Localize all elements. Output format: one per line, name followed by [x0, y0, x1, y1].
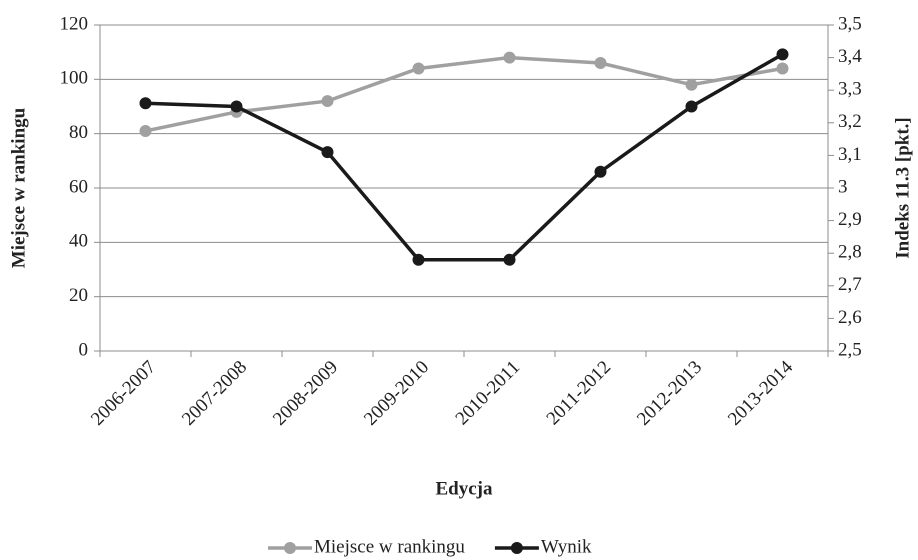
- x-tick-label: 2007-2008: [178, 357, 251, 430]
- data-point: [503, 51, 516, 64]
- data-point: [321, 95, 334, 108]
- y-tick-label: 80: [69, 122, 88, 143]
- y-tick-label: 120: [60, 13, 89, 34]
- y2-tick-label: 3,5: [838, 13, 862, 34]
- y2-tick-label: 2,8: [838, 242, 862, 263]
- data-point: [685, 78, 698, 91]
- data-point: [139, 97, 152, 110]
- data-point: [594, 165, 607, 178]
- y2-tick-label: 3,2: [838, 111, 862, 132]
- series-line: [145, 52, 784, 262]
- x-tick-label: 2012-2013: [633, 357, 706, 430]
- legend-marker: [284, 542, 296, 554]
- x-tick-label: 2008-2009: [269, 357, 342, 430]
- series-line: [145, 55, 783, 133]
- data-point: [685, 100, 698, 113]
- data-point: [412, 253, 425, 266]
- data-point: [776, 48, 789, 61]
- y2-tick-label: 2,9: [838, 209, 862, 230]
- data-point: [776, 62, 789, 75]
- x-tick-label: 2011-2012: [543, 357, 616, 430]
- data-point: [503, 253, 516, 266]
- y-tick-label: 60: [69, 176, 88, 197]
- y-tick-label: 20: [69, 285, 88, 306]
- y-axis-title: Miejsce w rankingu: [8, 107, 29, 268]
- y-tick-label: 0: [79, 339, 89, 360]
- y2-tick-label: 3: [838, 176, 848, 197]
- y-tick-label: 100: [60, 68, 89, 89]
- x-tick-label: 2013-2014: [724, 356, 797, 429]
- x-tick-label: 2010-2011: [452, 357, 525, 430]
- legend-label: Wynik: [541, 536, 592, 557]
- x-tick-label: 2009-2010: [360, 357, 433, 430]
- data-point: [321, 146, 334, 159]
- legend-label: Miejsce w rankingu: [314, 536, 465, 557]
- y2-axis-title: Indeks 11.3 [pkt.]: [892, 117, 913, 259]
- y2-tick-label: 3,4: [838, 46, 862, 67]
- x-tick-label: 2006-2007: [87, 357, 160, 430]
- y2-tick-label: 2,5: [838, 339, 862, 360]
- data-point: [594, 57, 607, 70]
- data-point: [412, 62, 425, 75]
- data-point: [139, 124, 152, 137]
- x-axis-title: Edycja: [436, 478, 494, 499]
- y2-tick-label: 2,6: [838, 307, 862, 328]
- data-point: [230, 100, 243, 113]
- y2-tick-label: 2,7: [838, 274, 862, 295]
- y2-tick-label: 3,1: [838, 144, 862, 165]
- legend-marker: [510, 542, 523, 554]
- y-tick-label: 40: [69, 231, 88, 252]
- y2-tick-label: 3,3: [838, 79, 862, 100]
